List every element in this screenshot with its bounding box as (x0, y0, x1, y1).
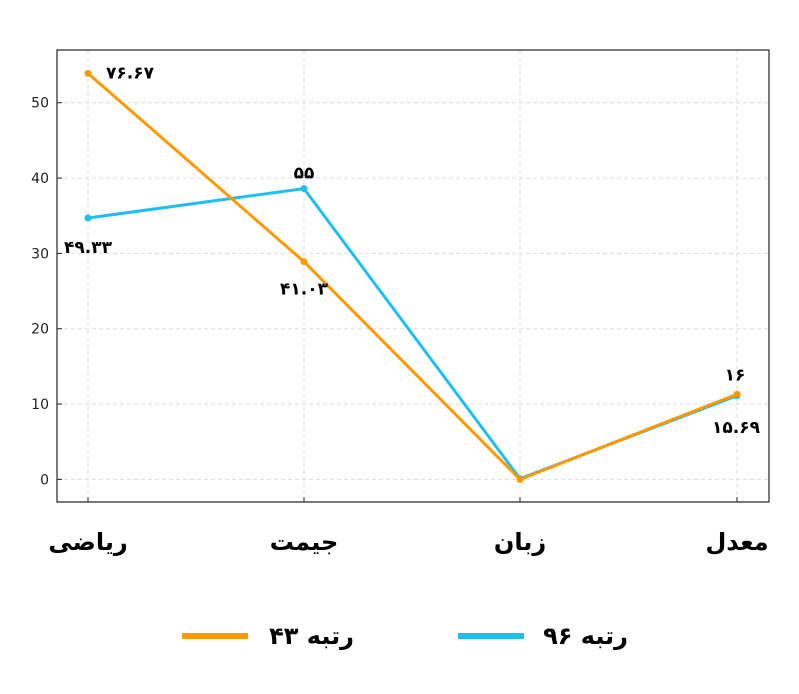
y-tick-label: 30 (31, 246, 49, 262)
series-point (300, 258, 308, 266)
legend: رتبه ۴۳ رتبه ۹۶ (182, 622, 628, 650)
y-tick-label: 0 (40, 472, 49, 488)
data-label: ۱۵.۶۹ (712, 418, 761, 438)
x-axis-ticks: ریاضی جیمت زبان معدل (48, 497, 769, 556)
y-tick-label: 20 (31, 322, 49, 338)
y-axis-ticks: 0 10 20 30 40 50 (31, 96, 62, 488)
x-tick-label: معدل (705, 528, 768, 556)
data-labels: ۷۶.۶۷ ۴۱.۰۳ ۱۶ ۴۹.۳۳ ۵۵ ۱۵.۶۹ (64, 63, 761, 437)
legend-label: رتبه ۴۳ (269, 622, 354, 650)
series-point (84, 214, 92, 222)
y-tick-label: 50 (31, 96, 49, 112)
series-point (300, 185, 308, 193)
x-tick-label: زبان (494, 528, 546, 556)
series-group (84, 69, 741, 483)
data-label: ۴۱.۰۳ (280, 280, 329, 300)
data-label: ۵۵ (294, 164, 315, 184)
data-label: ۱۶ (725, 365, 746, 385)
plot-background (57, 50, 769, 502)
series-point (733, 390, 741, 398)
legend-label: رتبه ۹۶ (543, 622, 628, 650)
plot-frame (56, 49, 770, 503)
y-tick-label: 40 (31, 171, 49, 187)
x-tick-label: ریاضی (48, 528, 127, 556)
data-label: ۴۹.۳۳ (64, 238, 113, 258)
series-point (516, 475, 524, 483)
series-line (86, 71, 739, 481)
series-point (84, 69, 92, 77)
x-tick-label: جیمت (270, 528, 339, 556)
y-tick-label: 10 (31, 397, 49, 413)
data-label: ۷۶.۶۷ (106, 63, 155, 83)
grid (57, 50, 769, 502)
